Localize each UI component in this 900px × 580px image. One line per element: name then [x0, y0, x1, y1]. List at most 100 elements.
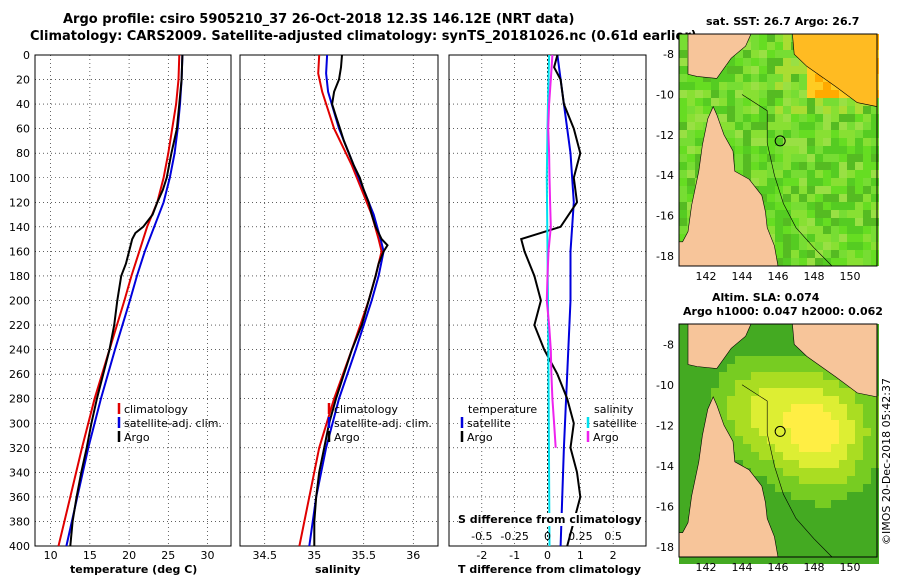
- map-cell: [767, 50, 775, 58]
- map-cell: [687, 130, 695, 138]
- map-cell: [839, 484, 847, 492]
- map-cell: [679, 508, 687, 516]
- map-cell: [767, 154, 775, 162]
- map-cell: [863, 226, 871, 234]
- map-cell: [695, 404, 703, 412]
- map-cell: [855, 524, 863, 532]
- map-cell: [831, 444, 839, 452]
- map-cell: [847, 556, 855, 564]
- map-cell: [791, 380, 799, 388]
- map-cell: [839, 436, 847, 444]
- map-cell: [791, 476, 799, 484]
- map-cell: [679, 194, 687, 202]
- map-cell: [807, 516, 815, 524]
- map-cell: [823, 420, 831, 428]
- map-cell: [767, 492, 775, 500]
- map-cell: [775, 154, 783, 162]
- map-cell: [751, 146, 759, 154]
- map-cell: [855, 484, 863, 492]
- map-cell: [783, 492, 791, 500]
- map-cell: [743, 372, 751, 380]
- map-cell: [751, 428, 759, 436]
- map-cell: [863, 258, 871, 266]
- map-cell: [727, 372, 735, 380]
- map-cell: [871, 468, 879, 476]
- map-cell: [815, 412, 823, 420]
- map-cell: [679, 396, 687, 404]
- map-cell: [767, 500, 775, 508]
- map-cell: [775, 404, 783, 412]
- map-cell: [839, 130, 847, 138]
- credit-text: ©IMOS 20-Dec-2018 05:42:37: [880, 378, 893, 545]
- map-cell: [871, 122, 879, 130]
- map-cell: [791, 162, 799, 170]
- map-cell: [695, 380, 703, 388]
- map-cell: [847, 170, 855, 178]
- map-cell: [743, 114, 751, 122]
- map-cell: [775, 388, 783, 396]
- map-cell: [719, 114, 727, 122]
- map-cell: [767, 210, 775, 218]
- map-cell: [799, 404, 807, 412]
- map-cell: [767, 138, 775, 146]
- map-cell: [687, 154, 695, 162]
- map-cell: [815, 372, 823, 380]
- map-cell: [831, 524, 839, 532]
- map-cell: [807, 412, 815, 420]
- map-cell: [855, 186, 863, 194]
- map-cell: [799, 234, 807, 242]
- map-cell: [855, 106, 863, 114]
- map-cell: [783, 50, 791, 58]
- map-cell: [847, 436, 855, 444]
- map-cell: [711, 372, 719, 380]
- map-cell: [783, 58, 791, 66]
- map-cell: [679, 388, 687, 396]
- map-cell: [799, 210, 807, 218]
- map-cell: [767, 468, 775, 476]
- map-cell: [855, 202, 863, 210]
- map-cell: [775, 324, 783, 332]
- depth-tick-label: 380: [9, 515, 30, 528]
- map-cell: [743, 436, 751, 444]
- map-cell: [831, 106, 839, 114]
- map-cell: [775, 332, 783, 340]
- map-cell: [759, 436, 767, 444]
- map-cell: [767, 380, 775, 388]
- map-cell: [863, 508, 871, 516]
- map-cell: [727, 356, 735, 364]
- map-cell: [823, 130, 831, 138]
- map-cell: [759, 90, 767, 98]
- map-cell: [799, 90, 807, 98]
- map-cell: [767, 178, 775, 186]
- legend-label: Argo: [124, 431, 150, 444]
- map-cell: [679, 90, 687, 98]
- map-cell: [807, 508, 815, 516]
- map-cell: [775, 380, 783, 388]
- map-cell: [791, 74, 799, 82]
- x2-tick-label: -0.5: [471, 530, 492, 543]
- map-cell: [847, 428, 855, 436]
- map-x-tick-label: 144: [732, 270, 753, 283]
- map-cell: [703, 82, 711, 90]
- map-cell: [839, 412, 847, 420]
- profile-line-s-satellite: [545, 54, 551, 547]
- map-cell: [751, 324, 759, 332]
- map-cell: [679, 420, 687, 428]
- map-cell: [783, 218, 791, 226]
- map-cell: [735, 154, 743, 162]
- map-cell: [759, 452, 767, 460]
- map-cell: [735, 106, 743, 114]
- map-cell: [855, 540, 863, 548]
- map-cell: [839, 98, 847, 106]
- map-cell: [791, 436, 799, 444]
- x-tick-label: 20: [122, 549, 136, 562]
- map-cell: [727, 396, 735, 404]
- map-cell: [831, 396, 839, 404]
- map-cell: [839, 540, 847, 548]
- map-cell: [871, 548, 879, 556]
- x-tick-label: -2: [476, 549, 487, 562]
- map-cell: [799, 420, 807, 428]
- map-cell: [791, 404, 799, 412]
- map-cell: [839, 170, 847, 178]
- map-cell: [791, 508, 799, 516]
